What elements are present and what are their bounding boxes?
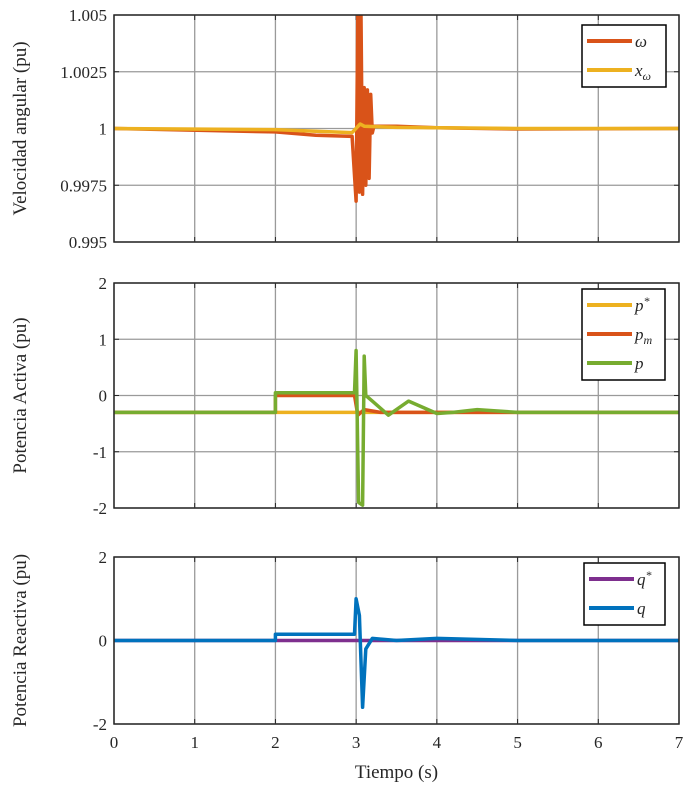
x-axis-label: Tiempo (s) [355,762,438,783]
legend: p* pm p [581,288,666,381]
subplot-2: 2 1 0 -1 -2 Potencia Activa (pu) p* pm p [10,274,680,518]
y-axis-label: Potencia Reactiva (pu) [10,554,31,727]
y-axis-label: Potencia Activa (pu) [10,317,31,473]
axes-box [113,282,680,509]
x-tick-label: 2 [271,733,280,752]
legend: ω xω [581,24,667,88]
legend-label: ω [635,32,647,51]
y-tick-label: 0.9975 [60,176,107,195]
y-tick-label: 1.0025 [60,63,107,82]
y-tick-label: 0 [99,387,108,406]
legend: q* q [583,562,666,626]
y-tick-label: 1.005 [69,6,107,25]
series-line-2 [114,597,679,710]
x-tick-label: 1 [190,733,199,752]
x-tick-label: 5 [513,733,522,752]
x-tick-label: 7 [675,733,684,752]
legend-label: q* [637,568,652,589]
y-tick-label: 0.995 [69,233,107,252]
y-tick-label: -2 [93,715,107,734]
y-tick-label: 0 [99,632,108,651]
x-tick-label: 4 [433,733,442,752]
legend-box [581,24,667,88]
subplot-1: 1.005 1.0025 1 0.9975 0.995 Velocidad angular… [10,6,680,252]
y-tick-label: 1 [99,120,108,139]
series-line-3 [114,348,679,507]
x-tick-label: 6 [594,733,603,752]
y-tick-label: -2 [93,499,107,518]
y-tick-label: 2 [99,548,108,567]
y-tick-label: 2 [99,274,108,293]
legend-label: q [637,599,646,618]
legend-label: xω [634,61,651,83]
series-line-2 [114,122,679,135]
x-tick-label: 3 [352,733,361,752]
y-tick-label: -1 [93,443,107,462]
legend-box [583,562,666,626]
legend-label: pm [634,325,653,347]
axes-box [113,14,680,243]
y-tick-label: 1 [99,330,108,349]
legend-label: p [634,354,644,373]
x-tick-label: 0 [110,733,119,752]
y-axis-label: Velocidad angular (pu) [10,41,31,215]
axes-box [113,556,680,725]
legend-label: p* [634,294,650,315]
